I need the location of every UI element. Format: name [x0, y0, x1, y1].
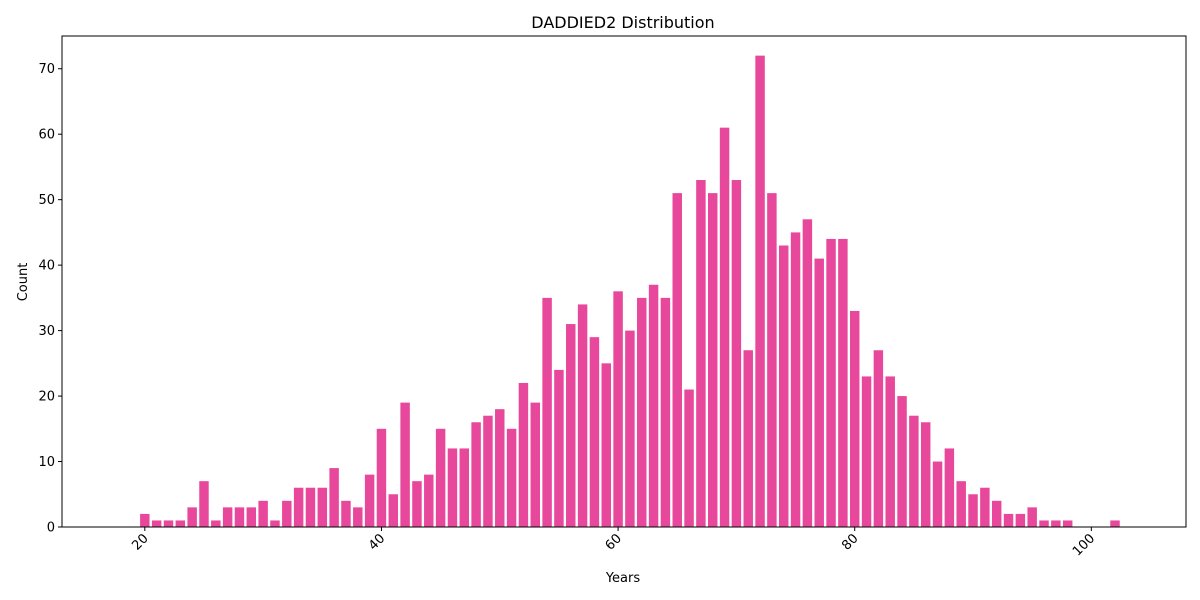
bar — [637, 297, 647, 527]
y-tick-label: 50 — [38, 193, 55, 208]
bar — [1062, 520, 1073, 527]
bar — [495, 409, 505, 527]
bar — [577, 304, 588, 527]
bar — [920, 422, 931, 527]
bar — [471, 422, 481, 527]
bar — [305, 487, 316, 527]
bar — [447, 448, 458, 527]
bar — [293, 487, 304, 527]
bar — [814, 258, 824, 527]
bar — [885, 376, 895, 527]
bar — [838, 238, 848, 528]
bar — [518, 382, 529, 527]
bar — [861, 376, 872, 527]
bar — [696, 180, 706, 527]
bar — [589, 337, 600, 527]
y-tick-label: 30 — [38, 324, 55, 339]
bar — [613, 291, 623, 527]
bar — [956, 481, 966, 527]
bar — [353, 507, 363, 527]
bar — [1015, 513, 1026, 527]
bar — [1110, 520, 1120, 527]
y-tick-label: 40 — [38, 259, 55, 274]
bar — [1027, 507, 1037, 527]
bar — [175, 520, 186, 527]
bar — [873, 350, 884, 527]
bar — [506, 428, 517, 527]
bar — [542, 297, 552, 527]
bar — [424, 474, 434, 527]
bar — [755, 55, 765, 527]
y-axis-label: Count — [16, 263, 31, 302]
bar — [802, 219, 813, 527]
bar — [684, 389, 694, 527]
bar — [897, 396, 907, 527]
bar — [826, 238, 836, 528]
bar — [1003, 513, 1014, 527]
bar — [412, 481, 422, 527]
bar — [151, 520, 162, 527]
bar — [530, 402, 540, 527]
bar — [767, 193, 777, 527]
y-tick-label: 0 — [47, 521, 55, 536]
plot-frame — [61, 35, 1187, 528]
bar — [163, 520, 174, 527]
y-tick-label: 10 — [38, 455, 55, 470]
bar — [435, 428, 446, 527]
bar — [388, 494, 399, 527]
bar — [554, 369, 564, 527]
bar — [376, 428, 387, 527]
bar — [968, 494, 978, 527]
bar — [483, 415, 493, 527]
bar — [778, 245, 789, 527]
bar — [364, 474, 375, 527]
y-tick-label: 20 — [38, 390, 55, 405]
x-axis-label: Years — [605, 571, 641, 586]
bar — [601, 363, 611, 527]
bar — [672, 193, 682, 527]
bar — [991, 500, 1002, 527]
y-axis-ticks: 0 10 20 30 40 50 60 70 — [38, 62, 62, 536]
bar — [1039, 520, 1049, 527]
bar — [211, 520, 221, 527]
bar — [849, 310, 860, 527]
bar — [140, 513, 150, 527]
bar — [660, 297, 671, 527]
bar — [909, 415, 919, 527]
bar — [329, 468, 339, 527]
bar — [400, 402, 410, 527]
y-tick-label: 60 — [38, 128, 55, 143]
y-tick-label: 70 — [38, 62, 55, 77]
chart-title: DADDIED2 Distribution — [531, 13, 714, 32]
bar — [258, 500, 268, 527]
bar — [790, 232, 801, 527]
bar — [648, 284, 659, 527]
bar — [234, 507, 245, 527]
bar — [731, 180, 742, 527]
bar — [719, 127, 730, 528]
bar — [625, 330, 635, 527]
bar — [708, 193, 718, 527]
bar — [980, 487, 990, 527]
bar — [932, 461, 943, 527]
bar — [1051, 520, 1061, 527]
bar — [944, 448, 955, 527]
bar — [743, 350, 753, 527]
bar — [270, 520, 280, 527]
bar — [187, 507, 197, 527]
bar — [199, 481, 209, 527]
bar — [459, 448, 470, 527]
bar-series — [140, 55, 1120, 528]
bar — [566, 324, 576, 527]
bar — [317, 487, 328, 527]
bar — [222, 507, 233, 527]
bar — [282, 500, 292, 527]
bar — [341, 500, 351, 527]
bar — [246, 507, 257, 527]
